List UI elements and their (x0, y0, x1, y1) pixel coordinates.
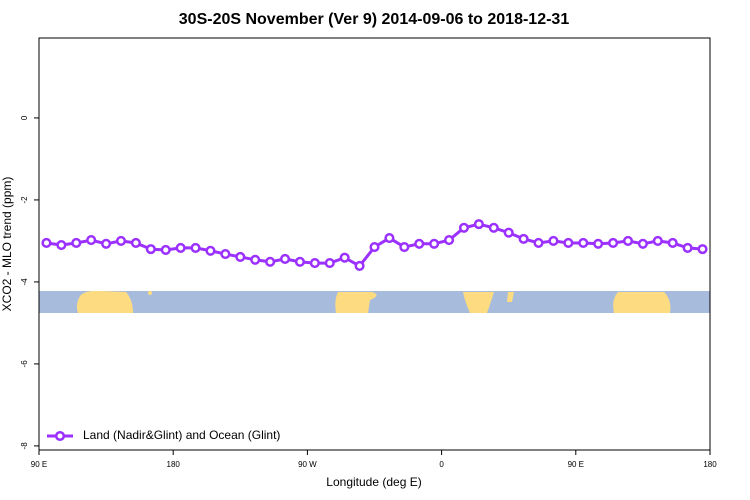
point (563, 237, 574, 249)
map-strip (39, 290, 710, 313)
y-tick-label: -2 (20, 196, 29, 204)
point (339, 252, 350, 263)
point (637, 238, 648, 249)
point (444, 235, 455, 246)
point (354, 260, 365, 271)
x-tick-label: 90 E (568, 460, 584, 469)
point (458, 222, 470, 233)
point (205, 245, 216, 256)
point (533, 237, 544, 249)
point (235, 251, 246, 262)
point (488, 222, 499, 233)
point (294, 256, 305, 267)
point (622, 235, 634, 246)
plot-frame (38, 37, 711, 451)
point (593, 238, 604, 249)
point (279, 253, 291, 265)
point (130, 237, 141, 249)
point (250, 254, 261, 265)
point (160, 244, 171, 255)
point (384, 233, 395, 244)
point (429, 238, 440, 249)
point (265, 256, 276, 267)
y-tick-label: 0 (20, 115, 29, 120)
legend-label: Land (Nadir&Glint) and Ocean (Glint) (83, 428, 280, 442)
point (473, 219, 484, 230)
y-tick-label: -6 (20, 360, 29, 368)
x-tick-label: 180 (703, 460, 717, 469)
point (548, 235, 559, 246)
x-tick-label: 0 (439, 460, 444, 469)
point (190, 242, 201, 253)
point (578, 237, 589, 249)
point (309, 258, 320, 269)
point (518, 233, 529, 244)
point (220, 248, 231, 260)
point (71, 237, 82, 249)
x-tick-label: 90 W (298, 460, 317, 469)
point (86, 235, 97, 246)
point (399, 242, 410, 253)
chart-title: 30S-20S November (Ver 9) 2014-09-06 to 2… (179, 11, 570, 28)
point (369, 242, 380, 253)
point (41, 237, 52, 249)
point (608, 237, 619, 249)
point (175, 242, 186, 253)
x-tick-label: 90 E (31, 460, 47, 469)
x-tick-label: 180 (167, 460, 181, 469)
legend-marker (54, 430, 66, 442)
point (324, 258, 335, 269)
x-axis-label: Longitude (deg E) (326, 475, 421, 489)
point (115, 235, 127, 246)
point (682, 242, 693, 253)
point (414, 238, 425, 249)
y-tick-label: -4 (20, 278, 29, 286)
point (503, 227, 514, 238)
point (697, 244, 708, 255)
y-tick-label: -8 (20, 442, 29, 450)
point (56, 239, 67, 251)
point (145, 244, 156, 255)
point (652, 235, 663, 246)
point (101, 238, 112, 249)
point (667, 237, 678, 249)
y-axis-label: XCO2 - MLO trend (ppm) (0, 177, 14, 312)
